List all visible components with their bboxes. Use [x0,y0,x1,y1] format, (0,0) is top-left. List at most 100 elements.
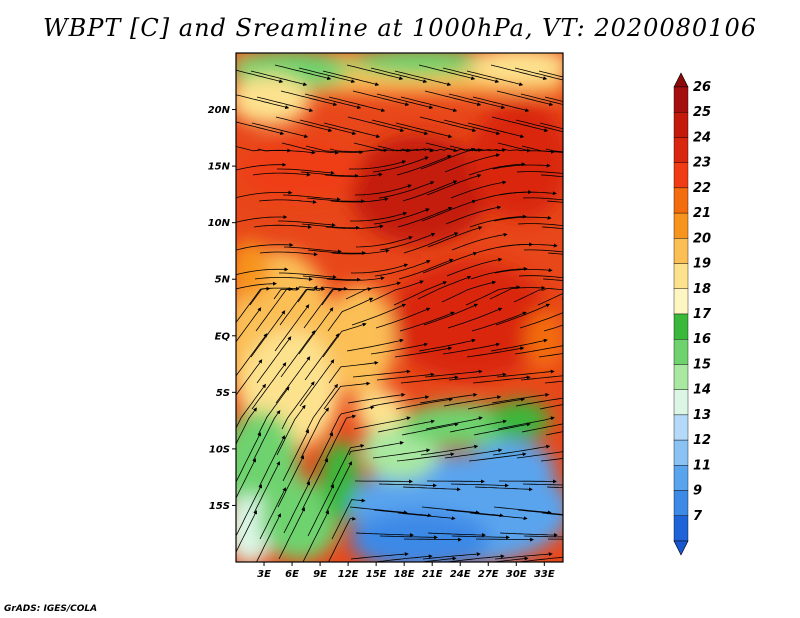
streamline [541,512,563,516]
streamline [345,281,402,300]
streamline [403,232,459,254]
streamline [236,286,271,324]
streamline [520,93,563,105]
streamline [540,174,563,178]
streamline [274,64,332,81]
streamline [421,506,480,515]
streamline [236,432,261,483]
streamline [443,395,502,407]
colorbar: 26 25 24 23 22 21 20 19 18 17 16 15 14 13 12 11 9 7 [673,72,712,556]
grads-credit: GrADS: IGES/COLA [4,604,98,614]
lon-tick-label: 18E [394,569,415,580]
streamline [566,221,622,224]
colorbar-top-arrow [673,72,689,88]
streamline [372,448,431,459]
streamline [565,169,621,172]
streamline [255,287,293,332]
streamline [446,257,503,277]
streamline [516,451,563,459]
streamline [519,312,563,329]
streamline [445,205,502,225]
streamline [426,174,482,196]
streamline [562,65,563,66]
streamline [542,278,563,282]
streamline [565,446,620,455]
colorbar-label: 14 [693,383,711,398]
streamline [425,416,483,430]
streamline [236,242,294,251]
streamline [496,369,555,378]
streamline [400,375,459,384]
streamline [347,116,405,133]
streamline [403,537,462,542]
streamline [350,552,409,560]
streamline [397,206,453,228]
streamline [538,353,563,358]
streamline [274,304,310,352]
streamline [377,419,435,433]
streamline [258,199,317,204]
streamline [421,199,477,222]
streamline [471,311,527,332]
streamline [570,418,625,429]
streamline [300,171,359,178]
streamline [546,200,563,203]
streamline [394,70,452,87]
streamline [495,303,551,326]
colorbar-swatch [673,490,689,516]
streamline [448,372,507,381]
streamline [375,307,431,329]
streamline [466,346,525,358]
streamline [236,359,263,396]
streamline [398,258,454,280]
streamline [378,483,437,488]
colorbar-swatch [673,86,689,113]
streamline [325,461,352,514]
streamline [329,405,375,436]
lon-tick-label: 24E [450,569,471,580]
streamline [280,90,338,107]
streamline [279,272,337,279]
streamline [448,93,506,110]
streamline [521,145,563,153]
map-title: WBPT [C] and Sreamline at 1000hPa, VT: 2… [42,14,758,42]
streamline [354,184,412,196]
streamline [256,513,281,562]
streamline [305,383,338,433]
streamline [282,429,309,482]
colorbar-swatch [673,364,689,390]
streamline [324,414,357,462]
streamline [571,195,627,197]
streamline [445,509,504,518]
streamline [306,197,365,204]
streamline [562,350,563,351]
streamline [493,215,552,222]
streamline [394,346,453,358]
streamline [257,386,290,436]
streamline [301,458,328,511]
lon-tick-label: 33E [534,569,555,580]
streamline [304,333,340,381]
streamline [544,380,563,384]
lon-tick-label: 3E [257,569,271,580]
latitude-axis: 20N 15N 10N 5N EQ 5S 10S 15S [208,105,236,512]
streamline [330,197,389,203]
streamline [572,247,628,249]
streamline [355,236,413,248]
streamline [451,535,510,540]
streamline [298,67,356,84]
lat-tick-label: 15N [208,162,231,173]
streamline [250,310,286,358]
streamline [236,333,268,377]
colorbar-label: 20 [693,231,711,246]
streamline [302,275,361,282]
streamline [373,208,430,225]
streamline [253,461,280,514]
streamline [328,96,386,113]
streamline [469,214,527,228]
streamline [301,223,360,230]
colorbar-label: 13 [693,408,711,423]
lat-tick-label: 10S [209,444,230,455]
lon-tick-label: 9E [313,569,327,580]
streamline [251,122,309,139]
